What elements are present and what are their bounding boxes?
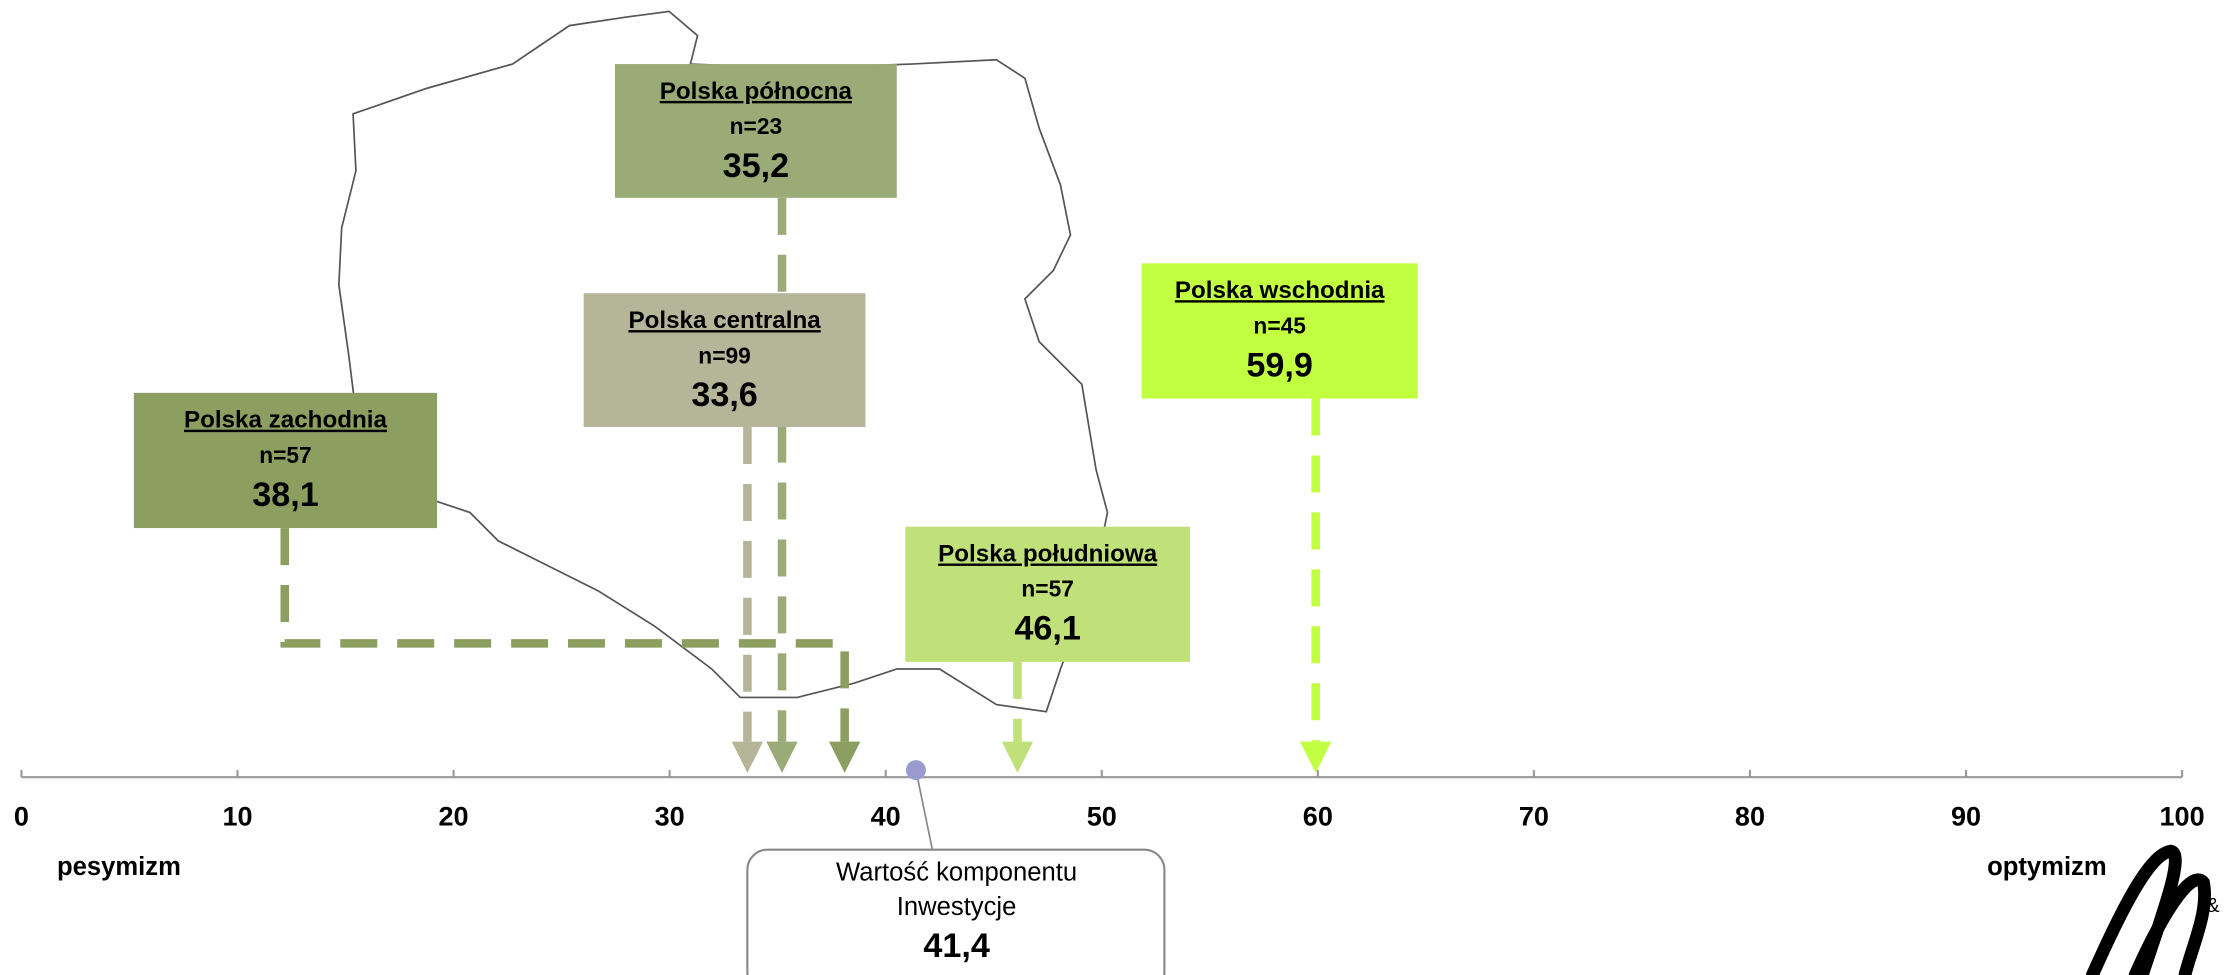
- region-name: Polska północna: [660, 78, 853, 105]
- region-n: n=57: [259, 442, 312, 468]
- region-box: [905, 526, 1191, 662]
- x-tick-label: 0: [14, 802, 29, 832]
- arrow: [731, 741, 764, 773]
- region-value: 33,6: [691, 376, 757, 414]
- arrow: [1300, 741, 1332, 773]
- region-box: [614, 64, 897, 198]
- region-n: n=23: [730, 113, 783, 139]
- x-tick-label: 50: [1087, 802, 1117, 832]
- x-tick-label: 40: [871, 802, 901, 832]
- region-n: n=99: [698, 342, 751, 368]
- region-name: Polska zachodnia: [184, 407, 388, 434]
- axis-left-label: pesymizm: [57, 853, 181, 881]
- logo-text: &: [2206, 895, 2219, 917]
- x-tick-label: 60: [1303, 802, 1333, 832]
- logo: [2086, 844, 2211, 975]
- region-value: 38,1: [252, 476, 318, 514]
- x-tick-label: 70: [1519, 802, 1549, 832]
- region-value: 35,2: [723, 147, 789, 185]
- region-value: 59,9: [1246, 346, 1312, 384]
- connector: [280, 528, 849, 742]
- region-box: [583, 293, 866, 428]
- callout-box: [746, 848, 1166, 975]
- callout-text: Inwestycje: [897, 893, 1017, 921]
- callout-text: Wartość komponentu: [836, 859, 1077, 887]
- region-name: Polska wschodnia: [1175, 277, 1385, 304]
- arrow: [1001, 741, 1034, 773]
- axis-right-label: optymizm: [1987, 853, 2107, 881]
- region-name: Polska południowa: [938, 541, 1158, 568]
- region-n: n=57: [1021, 576, 1074, 602]
- region-box: [133, 392, 438, 529]
- region-n: n=45: [1253, 312, 1306, 338]
- marker-dot: [905, 760, 926, 780]
- x-tick-label: 90: [1951, 802, 1981, 832]
- arrow: [828, 741, 861, 773]
- x-tick-label: 80: [1735, 802, 1765, 832]
- callout-value: 41,4: [923, 927, 989, 965]
- region-value: 46,1: [1014, 610, 1080, 648]
- x-tick-label: 30: [655, 802, 685, 832]
- callout-line: [915, 769, 934, 850]
- region-name: Polska centralna: [628, 307, 821, 334]
- region-box: [1141, 263, 1418, 399]
- x-tick-label: 20: [439, 802, 469, 832]
- x-tick-label: 100: [2160, 802, 2205, 832]
- arrow: [766, 741, 798, 773]
- x-tick-label: 10: [222, 802, 252, 832]
